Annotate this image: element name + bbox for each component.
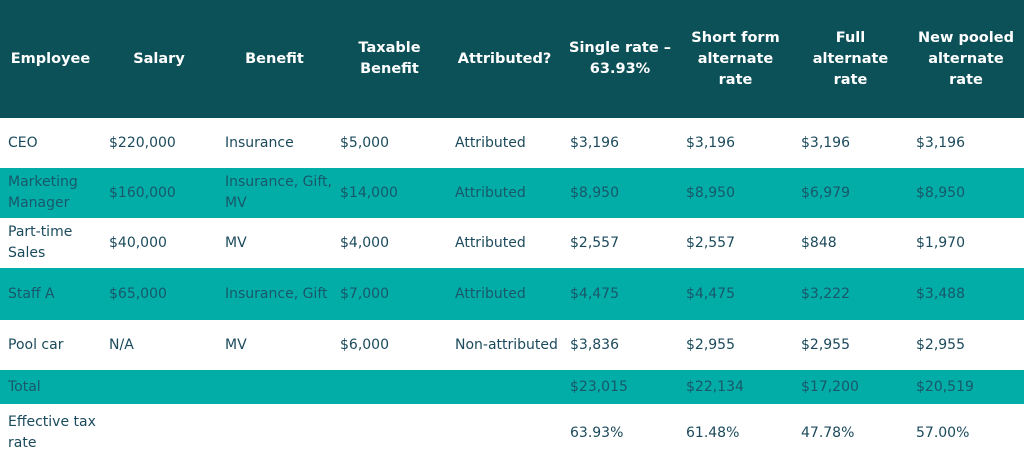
cell-total-label: Total: [8, 378, 41, 395]
cell-empty: [447, 404, 562, 462]
cell-effective-single-rate: 63.93%: [570, 424, 624, 441]
cell-single-rate: $8,950: [570, 184, 619, 201]
cell-total-single-rate: $23,015: [570, 378, 628, 395]
cell-benefit: MV: [225, 234, 247, 251]
cell-attributed: Attributed: [455, 184, 526, 201]
cell-empty: [332, 370, 447, 404]
cell-effective-rate-label: Effective tax rate: [8, 414, 96, 451]
table-row: Marketing Manager $160,000 Insurance, Gi…: [0, 168, 1024, 218]
header-short-form-rate: Short form alternate rate: [691, 29, 780, 88]
cell-short-form-rate: $8,950: [686, 184, 735, 201]
cell-employee: Part-time Sales: [8, 224, 73, 261]
cell-salary: N/A: [109, 336, 134, 353]
cell-benefit: Insurance: [225, 134, 294, 151]
cell-short-form-rate: $2,955: [686, 336, 735, 353]
cell-short-form-rate: $2,557: [686, 234, 735, 251]
cell-single-rate: $3,196: [570, 134, 619, 151]
cell-full-alternate-rate: $6,979: [801, 184, 850, 201]
total-row: Total $23,015 $22,134 $17,200 $20,519: [0, 370, 1024, 404]
table-row: CEO $220,000 Insurance $5,000 Attributed…: [0, 118, 1024, 168]
cell-effective-new-pooled-rate: 57.00%: [916, 424, 970, 441]
header-salary: Salary: [133, 50, 185, 67]
cell-full-alternate-rate: $3,222: [801, 285, 850, 302]
cell-full-alternate-rate: $3,196: [801, 134, 850, 151]
cell-new-pooled-rate: $3,488: [916, 285, 965, 302]
cell-taxable-benefit: $6,000: [340, 336, 389, 353]
cell-empty: [217, 370, 332, 404]
cell-total-full-alternate-rate: $17,200: [801, 378, 859, 395]
cell-benefit: Insurance, Gift: [225, 285, 328, 302]
header-attributed: Attributed?: [457, 50, 552, 67]
table-row: Staff A $65,000 Insurance, Gift $7,000 A…: [0, 268, 1024, 320]
cell-taxable-benefit: $7,000: [340, 285, 389, 302]
cell-single-rate: $2,557: [570, 234, 619, 251]
cell-employee: Pool car: [8, 336, 64, 353]
cell-attributed: Attributed: [455, 234, 526, 251]
cell-employee: Marketing Manager: [8, 174, 78, 211]
cell-employee: CEO: [8, 134, 38, 151]
cell-new-pooled-rate: $8,950: [916, 184, 965, 201]
header-employee: Employee: [10, 50, 91, 67]
cell-employee: Staff A: [8, 285, 55, 302]
effective-rate-row: Effective tax rate 63.93% 61.48% 47.78% …: [0, 404, 1024, 462]
table-row: Pool car N/A MV $6,000 Non-attributed $3…: [0, 320, 1024, 370]
cell-salary: $40,000: [109, 234, 167, 251]
cell-salary: $160,000: [109, 184, 176, 201]
cell-single-rate: $4,475: [570, 285, 619, 302]
header-full-alternate-rate: Full alternate rate: [812, 29, 889, 88]
header-single-rate: Single rate – 63.93%: [569, 40, 671, 77]
cell-new-pooled-rate: $3,196: [916, 134, 965, 151]
cell-empty: [332, 404, 447, 462]
cell-single-rate: $3,836: [570, 336, 619, 353]
cell-empty: [447, 370, 562, 404]
cell-salary: $220,000: [109, 134, 176, 151]
cell-taxable-benefit: $5,000: [340, 134, 389, 151]
cell-benefit: MV: [225, 336, 247, 353]
cell-short-form-rate: $3,196: [686, 134, 735, 151]
cell-taxable-benefit: $4,000: [340, 234, 389, 251]
cell-empty: [217, 404, 332, 462]
cell-taxable-benefit: $14,000: [340, 184, 398, 201]
cell-total-new-pooled-rate: $20,519: [916, 378, 974, 395]
cell-benefit: Insurance, Gift, MV: [225, 174, 332, 211]
cell-attributed: Non-attributed: [455, 336, 558, 353]
cell-full-alternate-rate: $848: [801, 234, 837, 251]
cell-attributed: Attributed: [455, 134, 526, 151]
cell-attributed: Attributed: [455, 285, 526, 302]
cell-total-short-form-rate: $22,134: [686, 378, 744, 395]
cell-full-alternate-rate: $2,955: [801, 336, 850, 353]
cell-empty: [101, 404, 217, 462]
cell-salary: $65,000: [109, 285, 167, 302]
header-new-pooled-rate: New pooled alternate rate: [918, 29, 1014, 88]
cell-new-pooled-rate: $1,970: [916, 234, 965, 251]
header-benefit: Benefit: [245, 50, 304, 67]
cell-short-form-rate: $4,475: [686, 285, 735, 302]
cell-new-pooled-rate: $2,955: [916, 336, 965, 353]
cell-empty: [101, 370, 217, 404]
cell-effective-full-alternate-rate: 47.78%: [801, 424, 855, 441]
header-row: Employee Salary Benefit Taxable Benefit …: [0, 0, 1024, 118]
cell-effective-short-form-rate: 61.48%: [686, 424, 740, 441]
table-row: Part-time Sales $40,000 MV $4,000 Attrib…: [0, 218, 1024, 268]
header-taxable-benefit: Taxable Benefit: [358, 40, 421, 77]
